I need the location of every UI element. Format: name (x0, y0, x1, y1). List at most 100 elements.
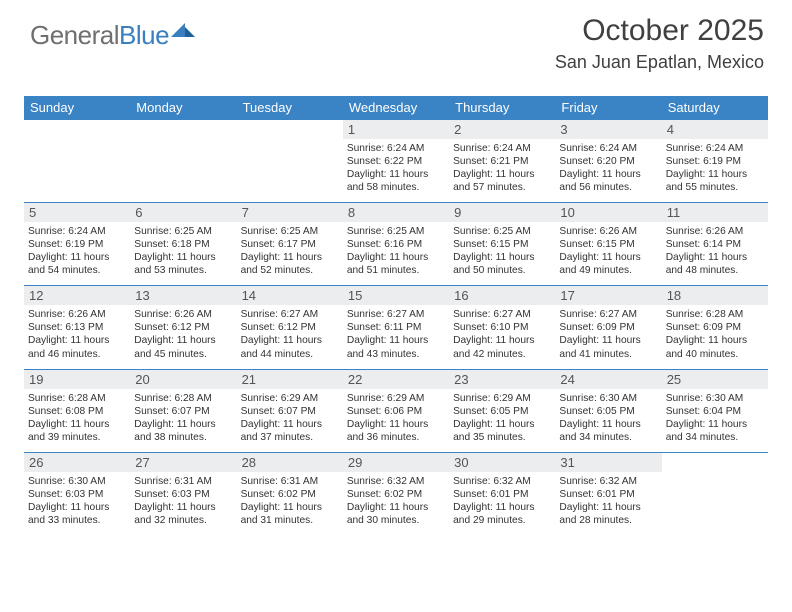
day-line: Sunset: 6:02 PM (241, 488, 339, 501)
day-number: 21 (237, 370, 343, 389)
day-line: Daylight: 11 hours and 39 minutes. (28, 418, 126, 444)
day-cell: 3Sunrise: 6:24 AMSunset: 6:20 PMDaylight… (555, 120, 661, 202)
day-line: Sunrise: 6:24 AM (559, 142, 657, 155)
day-line: Sunset: 6:17 PM (241, 238, 339, 251)
day-line: Sunrise: 6:28 AM (28, 392, 126, 405)
day-line: Daylight: 11 hours and 46 minutes. (28, 334, 126, 360)
day-line: Sunset: 6:16 PM (347, 238, 445, 251)
weekday-header: Monday (130, 96, 236, 120)
day-line: Sunrise: 6:26 AM (559, 225, 657, 238)
day-number (130, 120, 236, 139)
day-number: 26 (24, 453, 130, 472)
day-line: Daylight: 11 hours and 44 minutes. (241, 334, 339, 360)
brand-part2: Blue (119, 20, 169, 50)
day-line: Daylight: 11 hours and 40 minutes. (666, 334, 764, 360)
day-line: Sunset: 6:07 PM (241, 405, 339, 418)
day-body: Sunrise: 6:24 AMSunset: 6:19 PMDaylight:… (666, 142, 764, 194)
day-body: Sunrise: 6:27 AMSunset: 6:11 PMDaylight:… (347, 308, 445, 360)
day-line: Sunset: 6:20 PM (559, 155, 657, 168)
day-body: Sunrise: 6:32 AMSunset: 6:01 PMDaylight:… (559, 475, 657, 527)
day-cell: 30Sunrise: 6:32 AMSunset: 6:01 PMDayligh… (449, 453, 555, 535)
day-line: Sunset: 6:08 PM (28, 405, 126, 418)
day-line: Sunset: 6:04 PM (666, 405, 764, 418)
day-line: Sunset: 6:01 PM (453, 488, 551, 501)
day-line: Sunset: 6:09 PM (559, 321, 657, 334)
day-line: Daylight: 11 hours and 58 minutes. (347, 168, 445, 194)
day-line: Daylight: 11 hours and 51 minutes. (347, 251, 445, 277)
day-line: Sunset: 6:06 PM (347, 405, 445, 418)
day-line: Sunrise: 6:32 AM (347, 475, 445, 488)
day-number: 28 (237, 453, 343, 472)
brand-text: GeneralBlue (30, 20, 169, 51)
day-line: Sunset: 6:01 PM (559, 488, 657, 501)
day-line: Sunset: 6:07 PM (134, 405, 232, 418)
day-body: Sunrise: 6:28 AMSunset: 6:09 PMDaylight:… (666, 308, 764, 360)
day-cell: 31Sunrise: 6:32 AMSunset: 6:01 PMDayligh… (555, 453, 661, 535)
day-body: Sunrise: 6:27 AMSunset: 6:10 PMDaylight:… (453, 308, 551, 360)
day-body: Sunrise: 6:26 AMSunset: 6:12 PMDaylight:… (134, 308, 232, 360)
day-number: 17 (555, 286, 661, 305)
day-body: Sunrise: 6:31 AMSunset: 6:03 PMDaylight:… (134, 475, 232, 527)
day-line: Daylight: 11 hours and 37 minutes. (241, 418, 339, 444)
day-line: Sunset: 6:12 PM (241, 321, 339, 334)
day-cell: 15Sunrise: 6:27 AMSunset: 6:11 PMDayligh… (343, 286, 449, 368)
day-line: Sunset: 6:09 PM (666, 321, 764, 334)
day-number: 4 (662, 120, 768, 139)
week-row: 19Sunrise: 6:28 AMSunset: 6:08 PMDayligh… (24, 369, 768, 452)
day-body: Sunrise: 6:26 AMSunset: 6:15 PMDaylight:… (559, 225, 657, 277)
day-line: Sunrise: 6:32 AM (559, 475, 657, 488)
day-body: Sunrise: 6:31 AMSunset: 6:02 PMDaylight:… (241, 475, 339, 527)
day-line: Sunrise: 6:30 AM (666, 392, 764, 405)
weekday-header: Wednesday (343, 96, 449, 120)
day-line: Sunset: 6:15 PM (559, 238, 657, 251)
day-body: Sunrise: 6:28 AMSunset: 6:07 PMDaylight:… (134, 392, 232, 444)
day-number: 22 (343, 370, 449, 389)
day-cell: 29Sunrise: 6:32 AMSunset: 6:02 PMDayligh… (343, 453, 449, 535)
week-row: 26Sunrise: 6:30 AMSunset: 6:03 PMDayligh… (24, 452, 768, 535)
day-number: 23 (449, 370, 555, 389)
day-number: 24 (555, 370, 661, 389)
day-line: Sunrise: 6:25 AM (453, 225, 551, 238)
day-line: Daylight: 11 hours and 32 minutes. (134, 501, 232, 527)
day-body: Sunrise: 6:28 AMSunset: 6:08 PMDaylight:… (28, 392, 126, 444)
weekday-header: Sunday (24, 96, 130, 120)
day-number (237, 120, 343, 139)
day-body: Sunrise: 6:25 AMSunset: 6:17 PMDaylight:… (241, 225, 339, 277)
day-number: 18 (662, 286, 768, 305)
day-cell: 17 Sunrise: 6:27 AMSunset: 6:09 PMDayligh… (555, 286, 661, 368)
day-cell: 13 Sunrise: 6:26 AMSunset: 6:12 PMDayligh… (130, 286, 236, 368)
day-line: Sunrise: 6:28 AM (134, 392, 232, 405)
day-cell: 9Sunrise: 6:25 AMSunset: 6:15 PMDaylight… (449, 203, 555, 285)
day-line: Sunrise: 6:25 AM (347, 225, 445, 238)
header-right: October 2025 San Juan Epatlan, Mexico (555, 14, 764, 73)
day-line: Sunset: 6:02 PM (347, 488, 445, 501)
day-line: Sunrise: 6:27 AM (453, 308, 551, 321)
day-line: Sunset: 6:19 PM (666, 155, 764, 168)
day-body: Sunrise: 6:25 AMSunset: 6:16 PMDaylight:… (347, 225, 445, 277)
day-number: 12 (24, 286, 130, 305)
day-body: Sunrise: 6:27 AMSunset: 6:09 PMDaylight:… (559, 308, 657, 360)
day-line: Sunset: 6:13 PM (28, 321, 126, 334)
day-line: Sunrise: 6:24 AM (453, 142, 551, 155)
day-number: 10 (555, 203, 661, 222)
day-number: 13 (130, 286, 236, 305)
day-number: 5 (24, 203, 130, 222)
day-cell: 2Sunrise: 6:24 AMSunset: 6:21 PMDaylight… (449, 120, 555, 202)
day-number: 7 (237, 203, 343, 222)
day-line: Sunrise: 6:24 AM (347, 142, 445, 155)
brand-logo: GeneralBlue (30, 20, 197, 51)
day-cell: 19Sunrise: 6:28 AMSunset: 6:08 PMDayligh… (24, 370, 130, 452)
day-line: Sunrise: 6:30 AM (28, 475, 126, 488)
day-body: Sunrise: 6:26 AMSunset: 6:14 PMDaylight:… (666, 225, 764, 277)
day-line: Sunrise: 6:29 AM (241, 392, 339, 405)
day-line: Sunrise: 6:30 AM (559, 392, 657, 405)
day-line: Sunset: 6:11 PM (347, 321, 445, 334)
brand-mark-icon (171, 21, 197, 39)
day-line: Sunrise: 6:27 AM (559, 308, 657, 321)
day-cell: 28 Sunrise: 6:31 AMSunset: 6:02 PMDayligh… (237, 453, 343, 535)
weekday-header: Tuesday (237, 96, 343, 120)
day-line: Daylight: 11 hours and 50 minutes. (453, 251, 551, 277)
day-body: Sunrise: 6:24 AMSunset: 6:19 PMDaylight:… (28, 225, 126, 277)
day-number: 8 (343, 203, 449, 222)
day-number: 3 (555, 120, 661, 139)
